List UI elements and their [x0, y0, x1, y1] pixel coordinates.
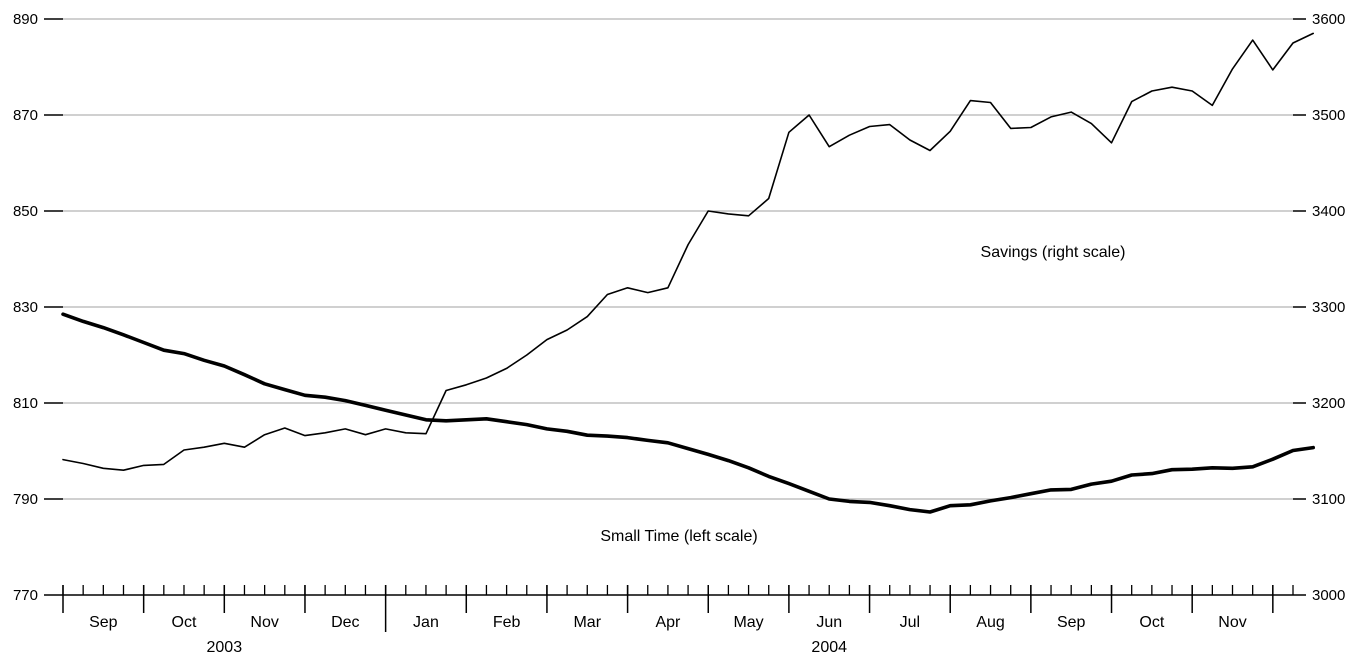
left-axis-tick-label: 830 [13, 299, 38, 316]
right-axis-tick-label: 3200 [1312, 395, 1345, 412]
x-axis-month-label: Feb [493, 614, 521, 631]
x-axis-month-label: Sep [89, 614, 118, 631]
x-axis-month-label: Oct [1139, 614, 1164, 631]
left-axis-tick-label: 870 [13, 107, 38, 124]
savings-line [62, 32, 1314, 472]
x-axis: Sep Oct Nov Dec Jan Feb Mar Apr May Jun Jul Aug Sep O… [62, 585, 1294, 656]
left-axis-tick-label: 810 [13, 395, 38, 412]
x-axis-month-label: Sep [1057, 614, 1086, 631]
x-axis-month-label: Jul [900, 614, 920, 631]
x-axis-month-label: Jan [413, 614, 439, 631]
right-axis-tick-label: 3600 [1312, 11, 1345, 28]
right-axis-tick-label: 3300 [1312, 299, 1345, 316]
x-axis-month-label: Apr [655, 614, 681, 631]
right-axis: 3000 3100 3200 3300 3400 3500 3600 [1293, 11, 1345, 604]
right-axis-tick-label: 3400 [1312, 203, 1345, 220]
left-axis-tick-label: 850 [13, 203, 38, 220]
x-axis-month-label: Dec [331, 614, 359, 631]
left-axis-tick-label: 790 [13, 491, 38, 508]
x-axis-month-label: May [733, 614, 763, 631]
x-axis-month-label: Mar [573, 614, 601, 631]
left-axis: 770 790 810 830 850 870 890 [13, 11, 63, 604]
left-axis-tick-label: 770 [13, 587, 38, 604]
small-time-series-label: Small Time (left scale) [600, 528, 757, 545]
x-axis-year-label: 2003 [207, 639, 243, 656]
x-axis-month-label: Nov [250, 614, 278, 631]
left-axis-tick-label: 890 [13, 11, 38, 28]
gridlines [63, 18, 1293, 500]
x-axis-month-label: Nov [1218, 614, 1246, 631]
right-axis-tick-label: 3100 [1312, 491, 1345, 508]
x-axis-month-label: Jun [816, 614, 842, 631]
x-axis-month-label: Aug [976, 614, 1004, 631]
savings-series-label: Savings (right scale) [981, 244, 1126, 261]
series-lines [61, 32, 1315, 514]
right-axis-tick-label: 3000 [1312, 587, 1345, 604]
right-axis-tick-label: 3500 [1312, 107, 1345, 124]
x-axis-month-label: Oct [172, 614, 197, 631]
x-axis-year-label: 2004 [811, 639, 847, 656]
small-time-line [61, 312, 1315, 514]
